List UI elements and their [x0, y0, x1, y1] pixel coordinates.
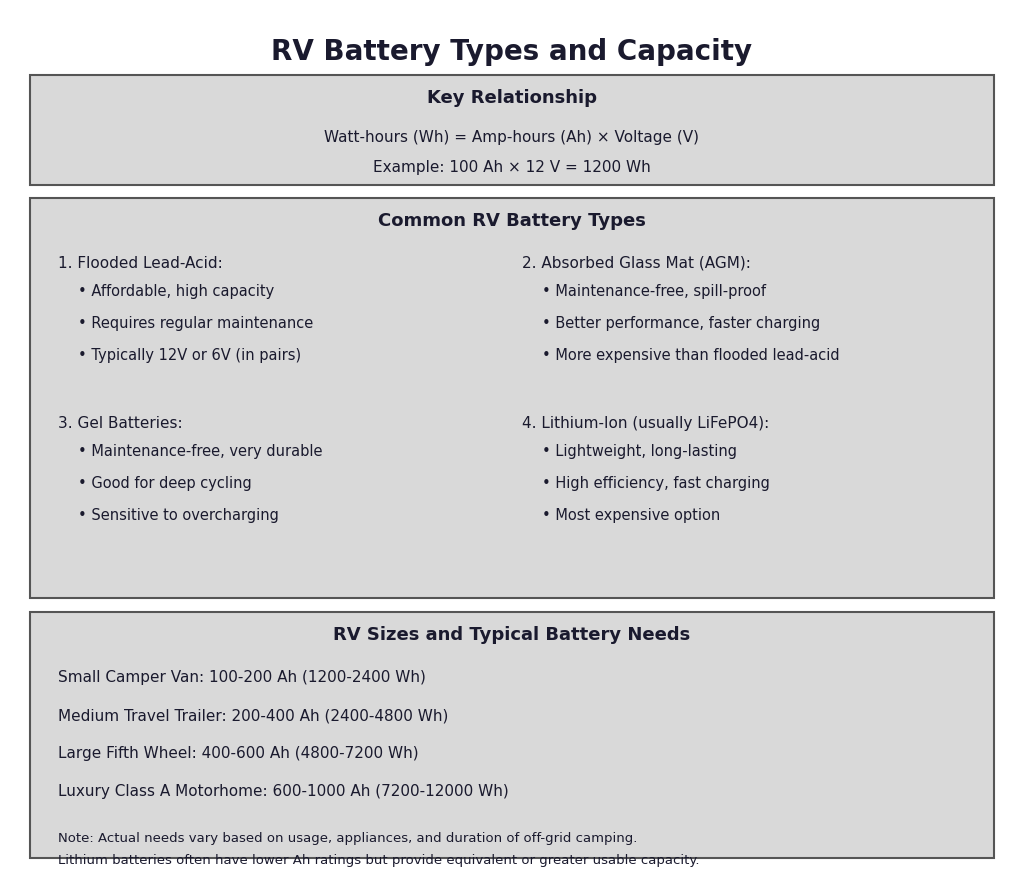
Text: • Better performance, faster charging: • Better performance, faster charging: [542, 316, 820, 331]
Text: Luxury Class A Motorhome: 600-1000 Ah (7200-12000 Wh): Luxury Class A Motorhome: 600-1000 Ah (7…: [58, 784, 509, 799]
Text: 4. Lithium-Ion (usually LiFePO4):: 4. Lithium-Ion (usually LiFePO4):: [522, 416, 769, 431]
Text: Common RV Battery Types: Common RV Battery Types: [378, 212, 646, 230]
Bar: [30, 198, 994, 598]
Text: • Sensitive to overcharging: • Sensitive to overcharging: [78, 508, 279, 523]
Text: • Typically 12V or 6V (in pairs): • Typically 12V or 6V (in pairs): [78, 348, 301, 363]
Text: Medium Travel Trailer: 200-400 Ah (2400-4800 Wh): Medium Travel Trailer: 200-400 Ah (2400-…: [58, 708, 449, 723]
Bar: [30, 75, 994, 185]
Text: • Most expensive option: • Most expensive option: [542, 508, 720, 523]
Text: • More expensive than flooded lead-acid: • More expensive than flooded lead-acid: [542, 348, 840, 363]
Text: 2. Absorbed Glass Mat (AGM):: 2. Absorbed Glass Mat (AGM):: [522, 256, 751, 271]
Text: Watt-hours (Wh) = Amp-hours (Ah) × Voltage (V): Watt-hours (Wh) = Amp-hours (Ah) × Volta…: [325, 130, 699, 145]
Text: Lithium batteries often have lower Ah ratings but provide equivalent or greater : Lithium batteries often have lower Ah ra…: [58, 854, 699, 867]
Text: Small Camper Van: 100-200 Ah (1200-2400 Wh): Small Camper Van: 100-200 Ah (1200-2400 …: [58, 670, 426, 685]
Text: • Affordable, high capacity: • Affordable, high capacity: [78, 284, 274, 299]
Text: • High efficiency, fast charging: • High efficiency, fast charging: [542, 476, 770, 491]
Text: RV Sizes and Typical Battery Needs: RV Sizes and Typical Battery Needs: [334, 626, 690, 644]
Text: RV Battery Types and Capacity: RV Battery Types and Capacity: [271, 38, 753, 66]
Text: Example: 100 Ah × 12 V = 1200 Wh: Example: 100 Ah × 12 V = 1200 Wh: [373, 160, 651, 175]
Text: Note: Actual needs vary based on usage, appliances, and duration of off-grid cam: Note: Actual needs vary based on usage, …: [58, 832, 637, 845]
Bar: [30, 612, 994, 858]
Text: • Good for deep cycling: • Good for deep cycling: [78, 476, 252, 491]
Text: Large Fifth Wheel: 400-600 Ah (4800-7200 Wh): Large Fifth Wheel: 400-600 Ah (4800-7200…: [58, 746, 419, 761]
Text: • Requires regular maintenance: • Requires regular maintenance: [78, 316, 313, 331]
Text: Key Relationship: Key Relationship: [427, 89, 597, 107]
Text: 3. Gel Batteries:: 3. Gel Batteries:: [58, 416, 182, 431]
Text: • Maintenance-free, spill-proof: • Maintenance-free, spill-proof: [542, 284, 766, 299]
Text: • Maintenance-free, very durable: • Maintenance-free, very durable: [78, 444, 323, 459]
Text: • Lightweight, long-lasting: • Lightweight, long-lasting: [542, 444, 737, 459]
Text: 1. Flooded Lead-Acid:: 1. Flooded Lead-Acid:: [58, 256, 223, 271]
